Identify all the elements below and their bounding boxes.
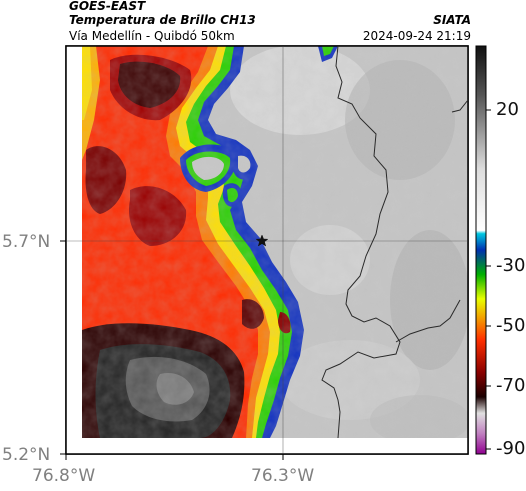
colorbar: [475, 45, 487, 455]
lon-tick-label: 76.8°W: [32, 466, 96, 486]
colorbar-tick-label: -30: [496, 255, 526, 276]
colorbar-tick-label: 20: [496, 99, 519, 120]
colorbar-tick-label: -70: [496, 375, 526, 396]
lon-tick-label: 76.3°W: [251, 466, 315, 486]
brightness-field: [82, 46, 468, 438]
agency-label: SIATA: [433, 13, 471, 27]
lat-tick-label: 5.7°N: [2, 232, 51, 252]
timestamp-label: 2024-09-24 21:19: [362, 29, 471, 43]
department-border: [321, 45, 401, 439]
colorbar-tick-label: -50: [496, 315, 526, 336]
satellite-title: GOES-EAST: [69, 0, 146, 13]
colorbar-tick-label: -90: [496, 438, 526, 459]
product-title: Temperatura de Brillo CH13: [69, 13, 256, 27]
route-subtitle: Vía Medellín - Quibdó 50km: [69, 29, 235, 43]
lat-tick-label: 5.2°N: [2, 445, 51, 465]
star-marker: [255, 234, 269, 247]
